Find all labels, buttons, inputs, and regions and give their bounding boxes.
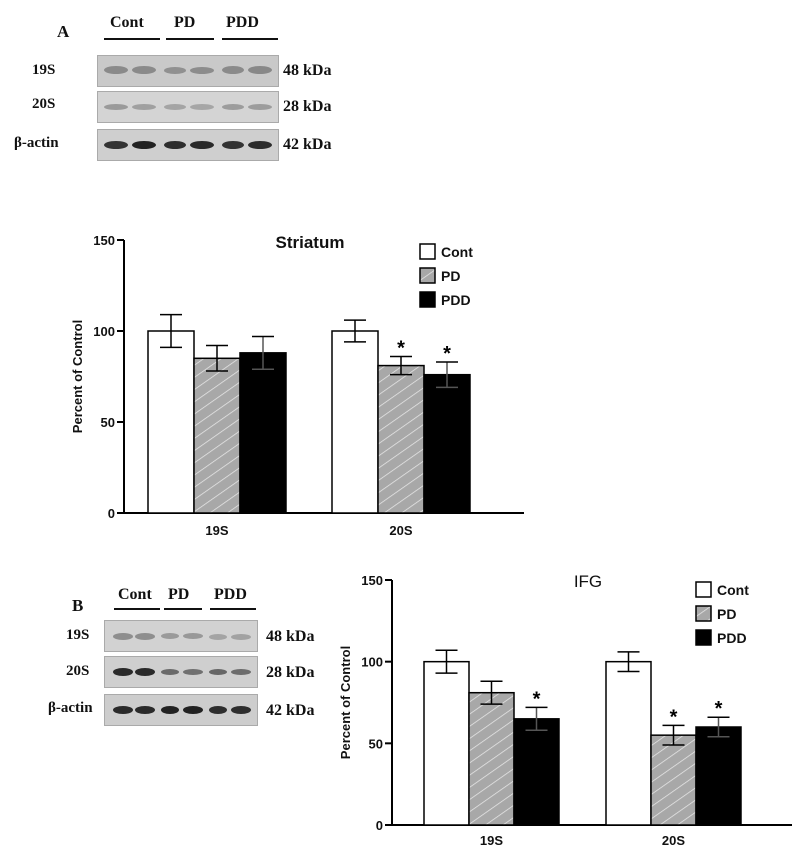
lane-label-pdd: PDD — [226, 14, 259, 31]
lane-label-cont: Cont — [110, 14, 144, 31]
y-tick-label: 100 — [361, 655, 383, 670]
kda-label: 48 kDa — [266, 628, 315, 645]
bar-pdd — [513, 718, 560, 826]
y-tick-label: 150 — [361, 573, 383, 588]
kda-label: 42 kDa — [283, 136, 332, 153]
bar-pdd — [423, 373, 471, 514]
blot-row-label: 20S — [66, 663, 90, 679]
lane-underline — [210, 608, 256, 610]
significance-star: * — [670, 706, 678, 728]
lane-underline — [114, 608, 160, 610]
lane-label-pd: PD — [168, 586, 190, 603]
legend-swatch-cont — [695, 581, 712, 598]
bar-pdd — [239, 352, 287, 514]
legend-swatch-cont — [419, 243, 436, 260]
category-label: 19S — [480, 833, 503, 848]
chart-title: Striatum — [276, 233, 345, 252]
significance-star: * — [397, 337, 405, 359]
blot-row-label: 19S — [66, 627, 90, 643]
y-axis-label: Percent of Control — [70, 320, 85, 433]
y-tick-label: 0 — [376, 818, 383, 833]
legend-swatch-pdd — [419, 291, 436, 308]
lane-label-pd: PD — [174, 14, 196, 31]
bar-cont — [605, 660, 652, 826]
legend-label-pd: PD — [717, 606, 736, 622]
legend-label-pd: PD — [441, 268, 460, 284]
blot-row-label: β-actin — [48, 700, 93, 716]
bar-pd — [193, 357, 241, 514]
lane-underline — [164, 608, 202, 610]
blot-strip — [104, 620, 258, 652]
blot-strip — [104, 694, 258, 726]
kda-label: 28 kDa — [266, 664, 315, 681]
category-label: 20S — [662, 833, 685, 848]
y-axis-label: Percent of Control — [338, 646, 353, 759]
blot-strip — [97, 55, 279, 87]
significance-star: * — [443, 343, 451, 365]
kda-label: 42 kDa — [266, 702, 315, 719]
lane-label-cont: Cont — [118, 586, 152, 603]
category-label: 20S — [389, 523, 412, 538]
bar-pd — [650, 734, 697, 826]
chart-ifg: 0 50 100 150 Percent of Control IFG * 19S * * 20S C… — [338, 572, 792, 848]
bar-pd — [468, 691, 515, 826]
y-tick-label: 0 — [108, 506, 115, 521]
significance-star: * — [715, 698, 723, 720]
legend-swatch-pd — [419, 267, 436, 284]
legend-label-pdd: PDD — [441, 292, 471, 308]
y-tick-label: 100 — [93, 324, 115, 339]
blot-strip — [104, 656, 258, 688]
y-tick-label: 50 — [101, 415, 115, 430]
legend-swatch-pdd — [695, 629, 712, 646]
category-label: 19S — [205, 523, 228, 538]
bar-cont — [423, 660, 470, 826]
lane-label-pdd: PDD — [214, 586, 247, 603]
kda-label: 48 kDa — [283, 62, 332, 79]
y-tick-label: 50 — [369, 736, 383, 751]
legend-label-cont: Cont — [717, 582, 749, 598]
bar-cont — [147, 330, 195, 514]
legend-label-cont: Cont — [441, 244, 473, 260]
bar-pd — [377, 364, 425, 514]
chart-striatum: 0 50 100 150 Percent of Control Striatum 19S * *… — [70, 233, 524, 538]
legend-swatch-pd — [695, 605, 712, 622]
blot-row-label: β-actin — [14, 135, 59, 151]
bar-cont — [331, 330, 379, 514]
panel-letter-a: A — [57, 22, 70, 41]
legend-label-pdd: PDD — [717, 630, 747, 646]
kda-label: 28 kDa — [283, 98, 332, 115]
chart-title: IFG — [574, 572, 602, 591]
lane-underline — [222, 38, 278, 40]
blot-row-label: 19S — [32, 62, 56, 78]
blot-strip — [97, 129, 279, 161]
blot-strip — [97, 91, 279, 123]
y-tick-label: 150 — [93, 233, 115, 248]
significance-star: * — [533, 688, 541, 710]
lane-underline — [104, 38, 160, 40]
panel-letter-b: B — [72, 596, 84, 615]
lane-underline — [166, 38, 214, 40]
blot-row-label: 20S — [32, 96, 56, 112]
bar-pdd — [695, 726, 742, 826]
